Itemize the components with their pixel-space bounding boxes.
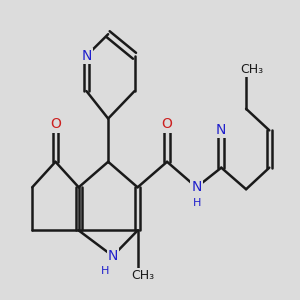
- Text: CH₃: CH₃: [241, 63, 264, 76]
- Text: O: O: [162, 118, 172, 131]
- Text: H: H: [193, 198, 201, 208]
- Text: N: N: [81, 49, 92, 63]
- Text: H: H: [101, 266, 109, 276]
- Text: N: N: [108, 249, 118, 263]
- Text: N: N: [191, 180, 202, 194]
- Text: CH₃: CH₃: [132, 269, 155, 282]
- Text: N: N: [216, 123, 226, 137]
- Text: O: O: [50, 118, 61, 131]
